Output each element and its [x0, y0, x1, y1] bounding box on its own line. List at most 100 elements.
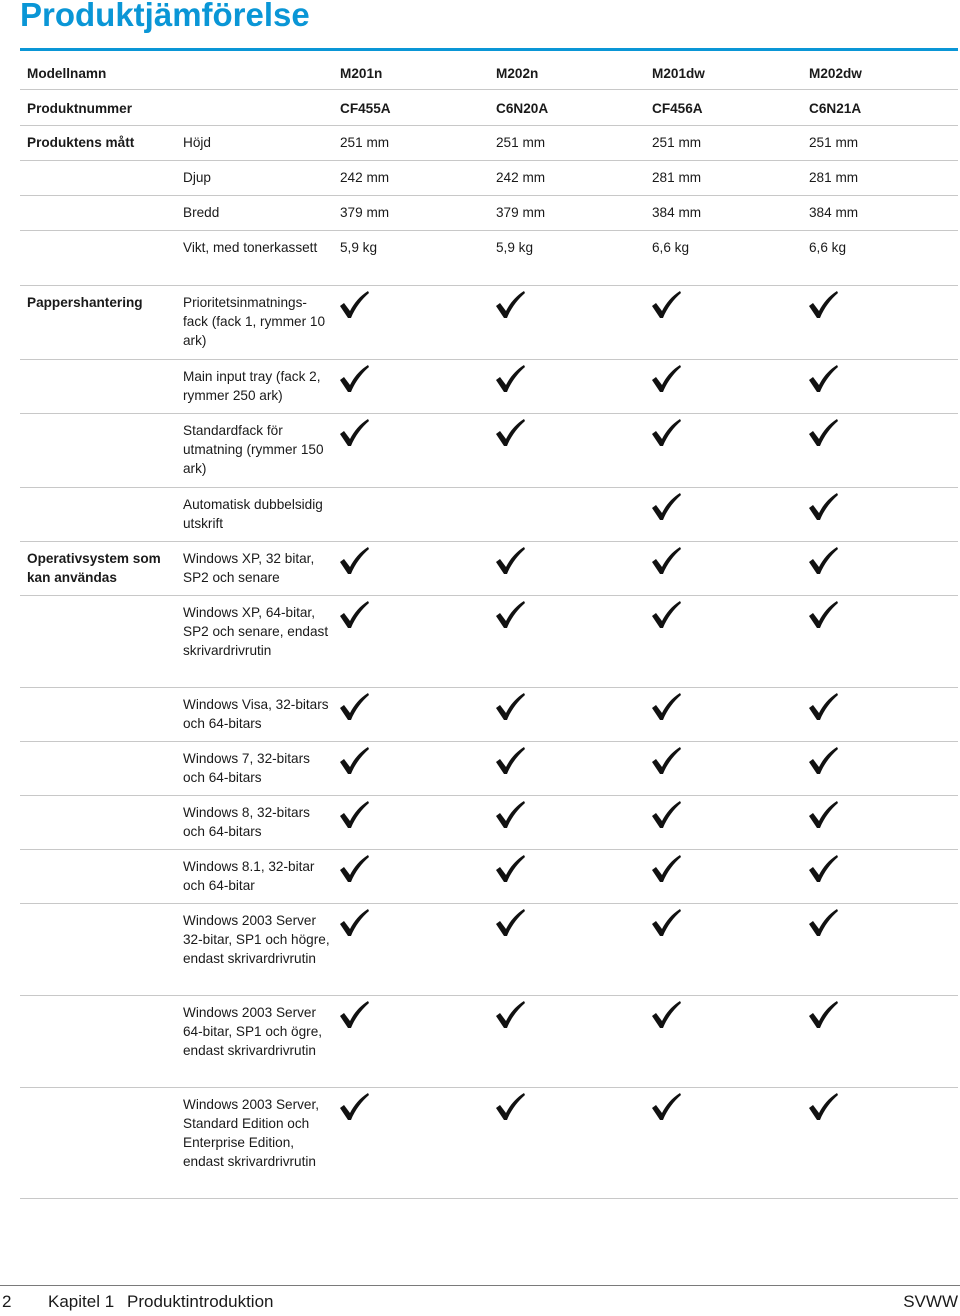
table-row: Standardfack för utmatning (rymmer 150 a… [20, 414, 958, 488]
table-row-model: Modellnamn M201n M202n M201dw M202dw [20, 55, 958, 90]
footer-section: Produktintroduktion [127, 1292, 274, 1311]
value-cell: 281 mm [809, 170, 859, 185]
check-mark-icon [809, 419, 838, 446]
check-mark-icon [496, 801, 525, 828]
table-row: Windows 2003 Server, Standard Edition oc… [20, 1088, 958, 1199]
check-mark-icon [496, 693, 525, 720]
value-cell: 242 mm [496, 170, 546, 185]
check-mark-icon [809, 693, 838, 720]
check-mark-icon [340, 855, 369, 882]
row-label: Windows 7, 32-bitars och 64-bitars [183, 751, 310, 785]
check-mark-icon [652, 291, 681, 318]
check-mark-icon [496, 601, 525, 628]
check-mark-icon [809, 1001, 838, 1028]
check-mark-icon [340, 419, 369, 446]
title-rule [20, 48, 958, 51]
footer-chapter: Kapitel 1 [48, 1292, 115, 1311]
table-row: Windows Visa, 32-bitars och 64-bitars [20, 688, 958, 742]
value-cell: 5,9 kg [496, 240, 534, 255]
check-mark-icon [809, 855, 838, 882]
check-mark-icon [809, 365, 838, 392]
check-mark-icon [652, 601, 681, 628]
value-cell: 384 mm [809, 205, 859, 220]
table-row: Main input tray (fack 2, rymmer 250 ark) [20, 360, 958, 414]
check-mark-icon [340, 1093, 369, 1120]
table-row: Windows 8.1, 32-bitar och 64-bitar [20, 850, 958, 904]
check-mark-icon [652, 747, 681, 774]
section-label-dimensions: Produktens mått [27, 135, 135, 150]
value-cell: 379 mm [496, 205, 546, 220]
check-mark-icon [340, 801, 369, 828]
check-mark-icon [652, 693, 681, 720]
model-name: M201n [340, 66, 383, 81]
check-mark-icon [809, 291, 838, 318]
check-mark-icon [496, 1093, 525, 1120]
row-label: Windows XP, 32 bitar, SP2 och senare [183, 551, 315, 585]
table-row: Windows 2003 Server 32-bitar, SP1 och hö… [20, 904, 958, 996]
value-cell: 251 mm [652, 135, 702, 150]
table-row: Bredd 379 mm 379 mm 384 mm 384 mm [20, 196, 958, 231]
check-mark-icon [496, 909, 525, 936]
check-mark-icon [652, 855, 681, 882]
check-mark-icon [496, 855, 525, 882]
table-row-product: Produktnummer CF455A C6N20A CF456A C6N21… [20, 90, 958, 126]
check-mark-icon [340, 909, 369, 936]
check-mark-icon [809, 493, 838, 520]
footer-rule [0, 1285, 960, 1286]
check-mark-icon [496, 365, 525, 392]
value-cell: 384 mm [652, 205, 702, 220]
check-mark-icon [496, 291, 525, 318]
check-mark-icon [652, 909, 681, 936]
row-label: Windows Visa, 32-bitars och 64-bitars [183, 697, 329, 731]
check-mark-icon [809, 747, 838, 774]
value-cell: 5,9 kg [340, 240, 378, 255]
section-label-paper: Pappershantering [27, 295, 143, 310]
check-mark-icon [809, 909, 838, 936]
model-name: M202n [496, 66, 539, 81]
check-mark-icon [652, 1001, 681, 1028]
row-label: Windows 8.1, 32-bitar och 64-bitar [183, 859, 315, 893]
value-cell: 379 mm [340, 205, 390, 220]
check-mark-icon [809, 801, 838, 828]
check-mark-icon [496, 747, 525, 774]
page-number: 2 [2, 1292, 12, 1311]
product-label: Produktnummer [27, 101, 132, 116]
model-name: M202dw [809, 66, 862, 81]
check-mark-icon [652, 419, 681, 446]
check-mark-icon [652, 547, 681, 574]
product-number: CF456A [652, 101, 703, 116]
row-label: Höjd [183, 135, 211, 150]
check-mark-icon [809, 1093, 838, 1120]
value-cell: 6,6 kg [809, 240, 847, 255]
check-mark-icon [496, 1001, 525, 1028]
row-label: Windows 2003 Server 64-bitar, SP1 och ög… [183, 1005, 323, 1058]
value-cell: 251 mm [496, 135, 546, 150]
row-label: Windows 8, 32-bitars och 64-bitars [183, 805, 310, 839]
table-row: Windows XP, 64-bitar, SP2 och senare, en… [20, 596, 958, 688]
check-mark-icon [809, 601, 838, 628]
check-mark-icon [340, 693, 369, 720]
row-label: Windows 2003 Server 32-bitar, SP1 och hö… [183, 913, 330, 966]
table-row: Operativsystem som kan användas Windows … [20, 542, 958, 596]
row-label: Standardfack för utmatning (rymmer 150 a… [183, 423, 324, 476]
row-label: Main input tray (fack 2, rymmer 250 ark) [183, 369, 321, 403]
value-cell: 242 mm [340, 170, 390, 185]
product-number: C6N20A [496, 101, 549, 116]
row-label: Automatisk dubbelsidig utskrift [183, 497, 323, 531]
check-mark-icon [340, 547, 369, 574]
value-cell: 6,6 kg [652, 240, 690, 255]
value-cell: 251 mm [340, 135, 390, 150]
comparison-table: Modellnamn M201n M202n M201dw M202dw Pro… [20, 55, 958, 1199]
check-mark-icon [652, 493, 681, 520]
check-mark-icon [652, 801, 681, 828]
row-label: Windows 2003 Server, Standard Edition oc… [183, 1097, 320, 1169]
footer-locale: SVWW [903, 1292, 958, 1311]
check-mark-icon [340, 601, 369, 628]
check-mark-icon [652, 365, 681, 392]
row-label: Vikt, med tonerkassett [183, 240, 318, 255]
row-label: Bredd [183, 205, 220, 220]
check-mark-icon [340, 291, 369, 318]
table-row: Windows 8, 32-bitars och 64-bitars [20, 796, 958, 850]
product-number: C6N21A [809, 101, 862, 116]
value-cell: 251 mm [809, 135, 859, 150]
